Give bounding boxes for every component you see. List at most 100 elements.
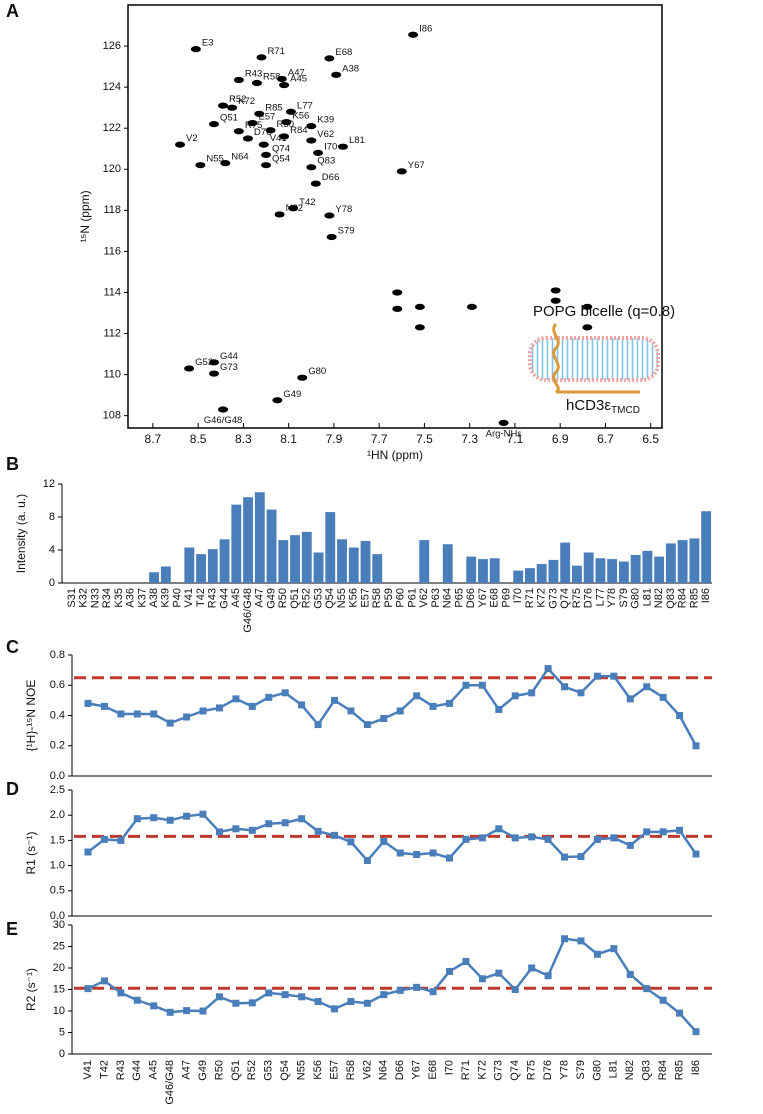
data-point bbox=[446, 854, 454, 862]
data-point bbox=[626, 695, 634, 703]
x-tick-label: D76 bbox=[542, 1060, 554, 1080]
data-point bbox=[544, 835, 552, 843]
x-tick-label: V62 bbox=[418, 588, 430, 608]
data-point bbox=[84, 985, 92, 993]
y-tick-label: 118 bbox=[103, 204, 121, 216]
x-tick-label: A45 bbox=[230, 588, 242, 608]
y-tick-label: 12 bbox=[43, 478, 55, 490]
x-tick-label: Q54 bbox=[324, 588, 336, 609]
x-tick-label: P60 bbox=[395, 588, 407, 608]
peak bbox=[208, 359, 219, 366]
x-tick-label: A36 bbox=[125, 588, 137, 608]
data-point bbox=[544, 665, 552, 673]
data-point bbox=[643, 985, 651, 993]
data-point bbox=[676, 712, 684, 719]
x-tick-label: A38 bbox=[148, 588, 160, 608]
x-tick-label: 8.3 bbox=[235, 432, 252, 446]
peak-label: D76 bbox=[254, 127, 271, 138]
bar bbox=[525, 568, 535, 583]
data-point bbox=[413, 983, 421, 991]
data-point bbox=[495, 705, 503, 713]
peak bbox=[550, 287, 561, 294]
peak-label: D66 bbox=[322, 172, 339, 183]
peak bbox=[392, 289, 403, 296]
peak bbox=[251, 79, 262, 87]
data-point bbox=[84, 848, 92, 856]
peak bbox=[272, 397, 283, 404]
x-tick-label: P59 bbox=[383, 588, 395, 608]
bar bbox=[583, 552, 594, 583]
x-tick-label: N82 bbox=[653, 588, 665, 608]
bar bbox=[254, 492, 265, 583]
x-tick-label: V62 bbox=[361, 1060, 373, 1080]
data-point bbox=[248, 999, 256, 1007]
data-point bbox=[100, 977, 108, 985]
peak bbox=[218, 406, 229, 413]
x-tick-label: D76 bbox=[583, 588, 595, 608]
y-tick-label: 2.0 bbox=[50, 809, 65, 821]
y-tick-label: 0.2 bbox=[50, 740, 65, 752]
data-point bbox=[215, 993, 223, 1001]
peak bbox=[414, 303, 425, 310]
x-tick-label: G44 bbox=[131, 1060, 143, 1081]
data-point bbox=[363, 721, 371, 729]
data-point bbox=[478, 975, 486, 983]
protein-subscript: TMCD bbox=[611, 405, 640, 416]
panel-label: E bbox=[6, 919, 18, 939]
peak bbox=[550, 297, 561, 304]
x-tick-label: 8.1 bbox=[280, 432, 297, 446]
bar bbox=[243, 497, 253, 583]
y-tick-label: 108 bbox=[103, 410, 121, 422]
data-point bbox=[659, 996, 667, 1004]
peak-label: I86 bbox=[419, 23, 432, 34]
x-tick-label: E57 bbox=[328, 1060, 340, 1080]
peak bbox=[337, 143, 348, 150]
peak bbox=[233, 76, 244, 84]
data-point bbox=[610, 672, 618, 680]
x-tick-label: N64 bbox=[378, 1060, 390, 1080]
x-tick-label: 7.9 bbox=[326, 432, 343, 446]
x-tick-label: G49 bbox=[197, 1060, 209, 1081]
bar bbox=[571, 565, 582, 583]
data-point bbox=[347, 838, 355, 846]
bar bbox=[677, 540, 688, 583]
data-point bbox=[380, 837, 388, 845]
bar bbox=[301, 531, 312, 583]
data-point bbox=[363, 999, 371, 1007]
data-point bbox=[117, 710, 125, 718]
panel-label: C bbox=[6, 637, 19, 657]
data-point bbox=[643, 683, 651, 691]
peak bbox=[324, 55, 335, 62]
x-tick-label: R52 bbox=[246, 1060, 258, 1080]
x-tick-label: Q74 bbox=[509, 1060, 521, 1081]
x-tick-label: Y67 bbox=[477, 588, 489, 608]
peak-label: N55 bbox=[206, 154, 223, 165]
x-tick-label: G44 bbox=[218, 588, 230, 609]
data-point bbox=[593, 672, 601, 680]
bar bbox=[184, 547, 195, 583]
data-point bbox=[429, 702, 437, 710]
data-point bbox=[330, 1005, 338, 1013]
x-tick-label: K72 bbox=[536, 588, 548, 608]
data-point bbox=[298, 993, 306, 1001]
peak-label: L81 bbox=[349, 135, 365, 146]
x-tick-label: R75 bbox=[526, 1060, 538, 1080]
data-point bbox=[150, 814, 158, 822]
bar bbox=[489, 558, 500, 583]
bar bbox=[290, 535, 300, 583]
y-tick-label: 122 bbox=[103, 122, 121, 134]
bar bbox=[219, 539, 230, 583]
bar bbox=[630, 554, 641, 583]
data-point bbox=[100, 835, 108, 843]
data-point bbox=[544, 972, 552, 980]
peak-label: R71 bbox=[268, 46, 285, 57]
data-point bbox=[314, 998, 322, 1006]
bar bbox=[513, 570, 524, 583]
y-axis-label: {¹H}-¹⁵N NOE bbox=[24, 680, 38, 752]
x-tick-label: Q83 bbox=[665, 588, 677, 609]
peak bbox=[256, 54, 267, 61]
peak bbox=[218, 102, 229, 109]
x-tick-label: K56 bbox=[312, 1060, 324, 1080]
y-tick-label: 114 bbox=[103, 286, 121, 298]
